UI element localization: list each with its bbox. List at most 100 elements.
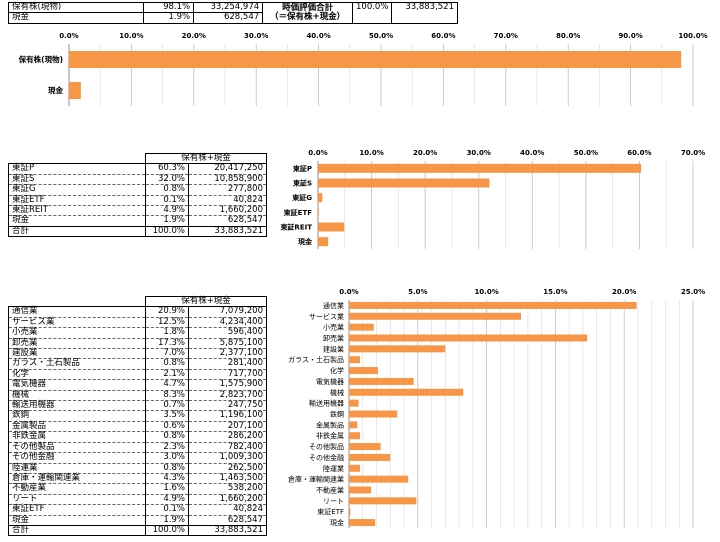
bar — [318, 163, 642, 173]
bar — [349, 377, 414, 385]
x-tick-label: 10.0% — [474, 288, 498, 296]
sector-table-value: 1,196,100 — [188, 410, 267, 422]
market-table: 保有株+現金 東証P 60.3% 20,417,250 東証S 32.0% 10,858,… — [8, 152, 267, 238]
category-label: 東証ETF — [284, 208, 313, 217]
bar — [349, 432, 361, 440]
x-tick-label: 20.0% — [413, 149, 437, 157]
sector-table-row: その他金融 3.0% 1,009,300 — [8, 452, 267, 464]
summary-total-label-1: 時価評価合計 — [282, 2, 334, 13]
summary-total-label-2: （＝保有株+現金） — [270, 11, 346, 22]
bar — [349, 410, 398, 418]
sector-table-value: 782,400 — [188, 441, 267, 454]
bar — [349, 486, 372, 494]
sector-table-value: 1,009,300 — [188, 452, 267, 464]
sector-table-value: 5,875,100 — [188, 337, 267, 350]
summary-total-label: 時価評価合計 （＝保有株+現金） — [262, 2, 353, 24]
category-label: 東証P — [293, 164, 312, 173]
x-tick-label: 20.0% — [182, 32, 206, 40]
x-tick-label: 30.0% — [244, 32, 268, 40]
category-label: 通信業 — [323, 301, 344, 310]
x-tick-label: 60.0% — [627, 149, 651, 157]
bar — [349, 497, 417, 505]
category-label: 非鉄金属 — [316, 431, 344, 440]
bar — [349, 367, 378, 375]
summary-row: 現金 1.9% 628,547 — [7, 12, 458, 24]
bar — [318, 207, 319, 217]
category-label: 建設業 — [323, 344, 344, 353]
category-label: 倉庫・運輸関連業 — [288, 475, 344, 484]
category-label: 東証ETF — [317, 507, 344, 516]
x-tick-label: 40.0% — [306, 32, 330, 40]
sector-table-header: 保有株+現金 — [145, 295, 267, 308]
sector-table-value: 281,400 — [188, 358, 267, 370]
sector-table-row: その他製品 2.3% 782,400 — [8, 441, 267, 454]
sector-table-value: 1,575,900 — [188, 379, 267, 391]
sector-table-row: 鉄鋼 3.5% 1,196,100 — [8, 410, 267, 422]
summary-total-value: 33,883,521 — [391, 2, 458, 24]
market-table-value: 20,417,250 — [188, 163, 267, 175]
sector-table-value: 628,547 — [188, 514, 267, 526]
market-table-value: 33,883,521 — [188, 225, 267, 238]
category-label: 東証G — [292, 193, 312, 202]
category-label: 金属製品 — [316, 420, 344, 429]
sector-table-value: 4,234,400 — [188, 316, 267, 329]
x-tick-label: 90.0% — [618, 32, 642, 40]
summary-total-pct: 100.0% — [351, 2, 393, 24]
bar — [349, 334, 588, 342]
category-label: 輸送用機器 — [309, 399, 344, 408]
summary-value: 33,254,974 — [193, 1, 264, 14]
x-tick-label: 25.0% — [681, 288, 705, 296]
bar — [349, 421, 358, 429]
sector-table-row: 倉庫・運輸関連業 4.3% 1,463,500 — [8, 472, 267, 485]
summary-value: 628,547 — [193, 12, 264, 24]
sector-table-value: 538,200 — [188, 483, 267, 495]
sector-table-value: 1,463,500 — [188, 472, 267, 485]
category-label: 化学 — [330, 366, 344, 375]
x-tick-label: 0.0% — [308, 149, 327, 157]
sector-table-row: 東証ETF 0.1% 40,824 — [8, 504, 267, 516]
category-label: 鉄鋼 — [330, 410, 344, 419]
summary-label: 現金 — [7, 12, 145, 24]
bar — [69, 51, 682, 68]
market-table-row: 合計 100.0% 33,883,521 — [8, 225, 267, 238]
x-tick-label: 10.0% — [359, 149, 383, 157]
x-tick-label: 80.0% — [556, 32, 580, 40]
x-tick-label: 50.0% — [574, 149, 598, 157]
sector-table-row: リート 4.9% 1,660,200 — [8, 493, 267, 506]
sector-table-row: 合計 100.0% 33,883,521 — [8, 524, 267, 537]
bar — [349, 399, 359, 407]
bar — [349, 508, 351, 516]
x-tick-label: 100.0% — [678, 32, 707, 40]
bar — [318, 237, 329, 247]
bar — [349, 443, 381, 451]
category-label: 電気機器 — [316, 377, 344, 386]
market-table-header: 保有株+現金 — [145, 152, 267, 165]
x-tick-label: 15.0% — [543, 288, 567, 296]
bar — [349, 345, 446, 353]
sector-table-row: 陸運業 0.8% 262,500 — [8, 462, 267, 474]
market-table-value: 277,800 — [188, 184, 267, 196]
category-label: 保有株(現物) — [18, 54, 63, 64]
sector-table: 保有株+現金 通信業 20.9% 7,079,200 サービス業 12.5% 4,234,… — [8, 295, 267, 537]
sector-table-value: 1,660,200 — [188, 493, 267, 506]
category-label: 小売業 — [323, 323, 344, 332]
market-table-value: 1,660,200 — [188, 205, 267, 217]
bar — [349, 312, 521, 320]
sector-table-value: 7,079,200 — [188, 306, 267, 318]
category-label: 卸売業 — [323, 334, 344, 343]
x-tick-label: 40.0% — [520, 149, 544, 157]
x-tick-label: 20.0% — [612, 288, 636, 296]
category-label: 東証S — [293, 179, 312, 188]
x-tick-label: 0.0% — [339, 288, 358, 296]
category-label: 陸運業 — [323, 464, 344, 473]
x-tick-label: 50.0% — [369, 32, 393, 40]
sector-table-value: 286,200 — [188, 431, 267, 443]
sector-table-value: 247,750 — [188, 400, 267, 412]
market-table-row: 東証REIT 4.9% 1,660,200 — [8, 205, 267, 217]
bar — [349, 453, 391, 461]
sector-table-value: 2,377,100 — [188, 348, 267, 360]
bar — [318, 178, 490, 188]
sector-table-value: 717,700 — [188, 368, 267, 381]
summary-table: 保有株(現物) 98.1% 33,254,974 時価評価合計 （＝保有株+現金） 100… — [7, 1, 458, 24]
category-label: その他製品 — [309, 442, 344, 451]
